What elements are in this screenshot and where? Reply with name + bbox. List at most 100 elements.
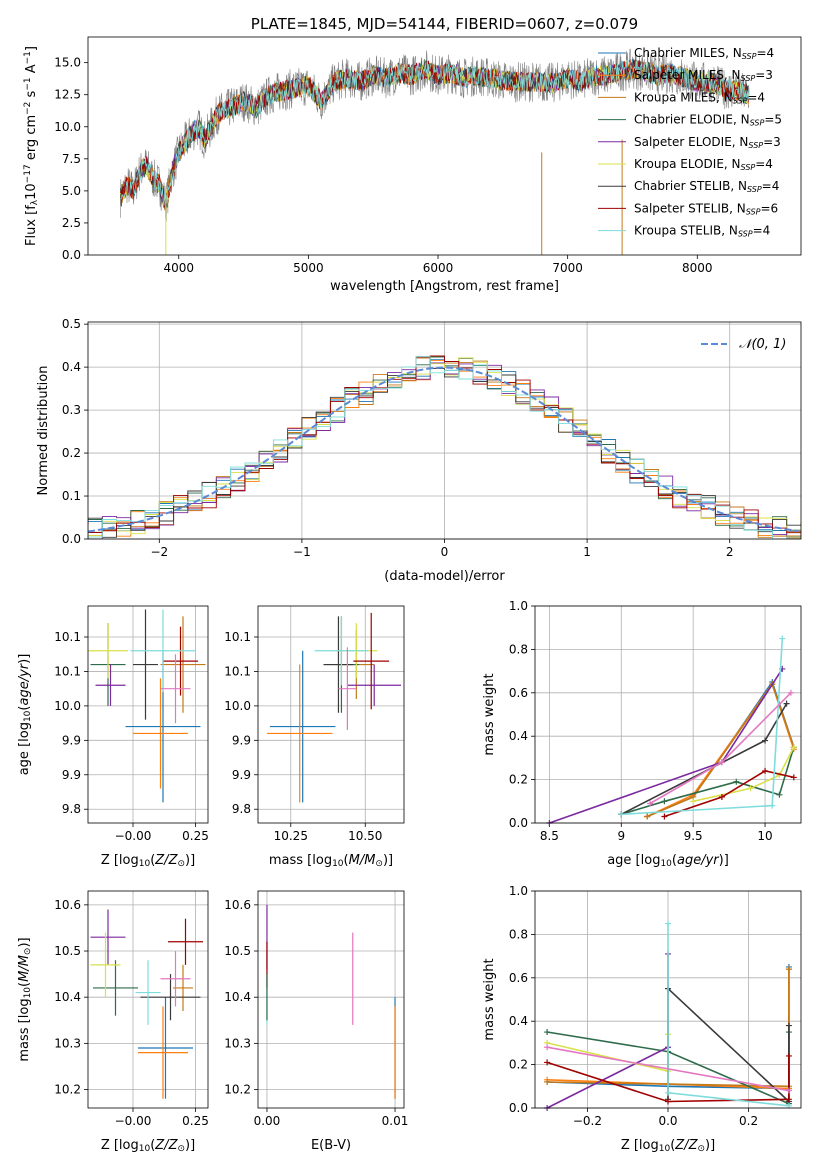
model-spectrum-9	[120, 59, 750, 206]
errorbar-point	[314, 616, 369, 686]
y-tick-label: 9.8	[232, 802, 251, 816]
mass-weight-marker	[661, 798, 668, 805]
mass-weight-series-10	[544, 1044, 792, 1094]
y-tick-label: 1.0	[509, 884, 528, 898]
y-tick-label: 5.0	[62, 184, 81, 198]
residuals-panel: −2 −1 0 1 2 0.0 0.1 0.2 0.3 0.4 0.5 (data-model)/er…	[36, 317, 802, 584]
y-tick-label: 0.1	[62, 489, 81, 503]
x-axis-label: wavelength [Angstrom, rest frame]	[330, 279, 559, 294]
y-tick-label: 10.3	[224, 1036, 251, 1050]
mass-weight-marker	[783, 700, 790, 707]
mass-vs-ebv-panel: 0.00 0.01 10.2 10.3 10.4 10.5 10.6 E(B-V)	[224, 890, 409, 1153]
errorbar-point	[135, 960, 161, 1025]
mass-vs-Z-panel: −0.00 0.25 10.2 10.3 10.4 10.5 10.6 Z [log10(Z/…	[17, 890, 209, 1154]
mass-weight-marker	[718, 759, 725, 766]
y-axis-label: Flux [fλ10−17 erg cm−2 s−1 A−1]	[23, 46, 40, 246]
mass-weight-series-8	[544, 1052, 792, 1105]
mass-weight-marker	[733, 778, 740, 785]
legend-entry: Chabrier MILES, NSSP=4	[634, 46, 774, 61]
y-tick-label: 9.8	[62, 802, 81, 816]
residual-histogram-9	[88, 356, 801, 539]
y-tick-label: 10.2	[224, 1083, 251, 1097]
errorbar-point	[90, 909, 126, 965]
x-axis-label: (data-model)/error	[384, 569, 505, 584]
y-axis-label: Normed distribution	[36, 366, 51, 496]
x-tick-label: 10.50	[348, 829, 382, 843]
x-tick-label: 1	[583, 545, 591, 559]
errorbar-point	[168, 918, 203, 965]
x-tick-label: 0.00	[254, 1114, 281, 1128]
y-tick-label: 10.4	[54, 990, 81, 1004]
y-tick-label: 10.6	[224, 898, 251, 912]
y-tick-label: 0.6	[509, 686, 528, 700]
x-tick-label: −2	[150, 545, 168, 559]
y-tick-label: 10.2	[54, 1083, 81, 1097]
mass-weight-marker	[665, 1089, 671, 1096]
y-tick-label: 0.2	[509, 773, 528, 787]
x-tick-label: 0.2	[739, 1114, 758, 1128]
x-tick-label: 4000	[163, 261, 194, 275]
mass-weight-marker	[647, 800, 654, 807]
x-tick-label: 9.5	[684, 829, 703, 843]
y-tick-label: 0.0	[62, 248, 81, 262]
x-tick-label: −1	[293, 545, 311, 559]
legend-entry: Salpeter MILES, NSSP=3	[634, 68, 773, 83]
mass-weight-marker	[618, 811, 625, 818]
mass-weight-series-7	[618, 700, 790, 818]
legend-entry: Salpeter STELIB, NSSP=6	[634, 201, 778, 216]
errorbar-point	[133, 678, 188, 789]
errorbar-point	[173, 964, 193, 1012]
axes-frame	[87, 605, 209, 824]
errorbar-point	[133, 609, 158, 720]
errorbar-point	[90, 932, 121, 998]
mass-weight-marker	[544, 1044, 551, 1051]
errorbar-point	[138, 1006, 188, 1099]
mass-weight-series-9	[618, 635, 786, 818]
x-axis-label: Z [log10(Z/Z⊙)]	[101, 853, 195, 869]
y-tick-label: 10.4	[224, 990, 251, 1004]
mass-weight-series-2	[644, 681, 797, 820]
y-tick-label: 0.0	[62, 532, 81, 546]
x-tick-label: 0	[441, 545, 449, 559]
mass-weight-marker	[718, 793, 725, 800]
legend-entry: Chabrier ELODIE, NSSP=5	[634, 113, 782, 128]
mass-weight-marker	[661, 813, 668, 820]
y-tick-label: 10.1	[54, 664, 81, 678]
x-axis-label: Z [log10(Z/Z⊙)]	[101, 1138, 195, 1154]
errorbar-point	[163, 626, 198, 696]
mass-weight-marker	[665, 1098, 671, 1105]
y-tick-label: 10.0	[224, 699, 251, 713]
x-tick-label: −0.00	[115, 829, 152, 843]
y-axis-label: mass weight	[482, 673, 497, 755]
y-tick-label: 10.3	[54, 1036, 81, 1050]
legend-entry: Kroupa STELIB, NSSP=4	[634, 224, 770, 239]
legend-entry: Salpeter ELODIE, NSSP=3	[634, 135, 781, 150]
age-vs-mass-panel: 10.25 10.50 9.8 9.9 9.9 10.0 10.1 10.1 mass [log…	[224, 605, 405, 869]
y-tick-label: 10.0	[54, 120, 81, 134]
y-tick-label: 9.9	[232, 768, 251, 782]
y-tick-label: 0.8	[509, 642, 528, 656]
spectrum-legend: Chabrier MILES, NSSP=4 Salpeter MILES, NS…	[598, 46, 782, 239]
y-tick-label: 10.1	[224, 630, 251, 644]
x-tick-label: 5000	[293, 261, 324, 275]
legend-entry: 𝒩(0, 1)	[739, 337, 786, 352]
y-tick-label: 0.2	[62, 446, 81, 460]
errorbar-point	[160, 951, 191, 1007]
y-tick-label: 10.5	[54, 944, 81, 958]
x-tick-label: 0.01	[382, 1114, 409, 1128]
y-tick-label: 7.5	[62, 152, 81, 166]
legend-entry: Chabrier STELIB, NSSP=4	[634, 179, 779, 194]
y-tick-label: 0.8	[509, 927, 528, 941]
y-axis-label: age [log10(age/yr)]	[17, 654, 33, 776]
errorbar-point	[347, 664, 402, 706]
errorbar-point	[160, 654, 191, 724]
mass-weight-marker	[790, 774, 797, 781]
y-tick-label: 0.3	[62, 403, 81, 417]
mass-weight-series-10	[647, 689, 794, 807]
spectrum-panel: 4000 5000 6000 7000 8000 0.0 2.5 5.0 7.5 10.0 12.5…	[23, 15, 802, 294]
axes-frame	[257, 605, 405, 824]
x-axis-label: age [log10(age/yr)]	[607, 853, 729, 869]
normal-reference-curve	[88, 366, 799, 533]
x-tick-label: 9	[617, 829, 625, 843]
axes-frame	[257, 890, 405, 1109]
